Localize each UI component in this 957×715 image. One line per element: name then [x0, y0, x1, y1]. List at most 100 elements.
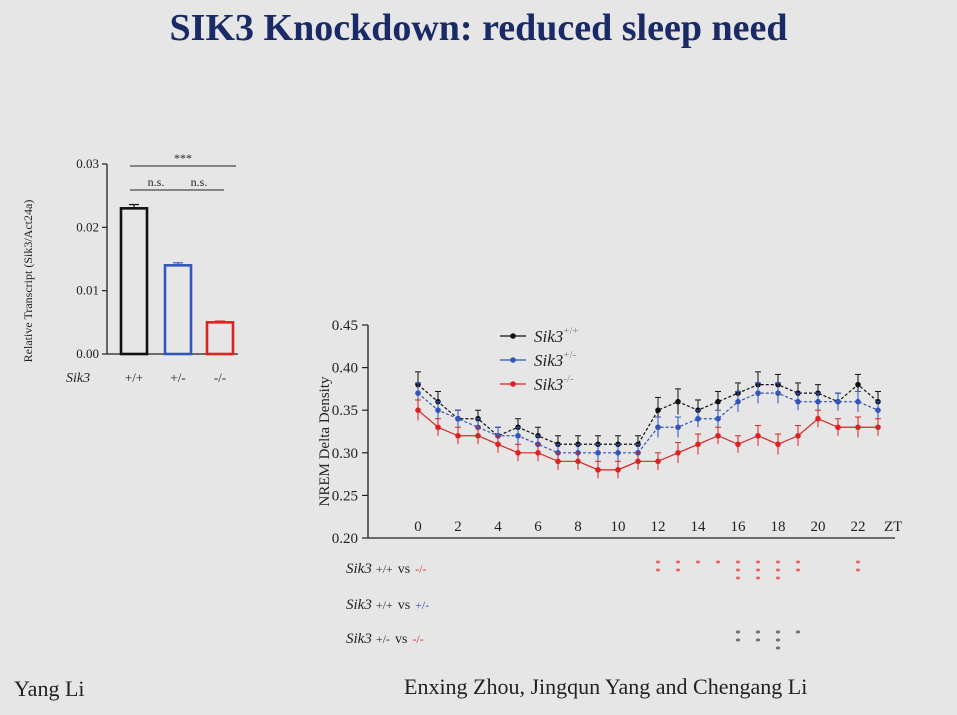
data-point — [715, 415, 721, 422]
significance-star: * — [775, 558, 781, 570]
y-axis-label: Relative Transcript (Sik3/Act24a) — [21, 200, 35, 363]
data-point — [675, 398, 681, 405]
data-point — [835, 424, 841, 431]
comparison-label: Sik3 +/- vs -/- — [346, 631, 424, 647]
comparison-label: Sik3 +/+ vs -/- — [346, 561, 426, 577]
data-point — [535, 450, 541, 456]
y-tick-label: 0.45 — [332, 318, 358, 334]
significance-star: * — [735, 574, 741, 586]
data-point — [715, 398, 721, 405]
y-tick-label: 0.02 — [76, 219, 99, 234]
data-point — [635, 458, 641, 465]
data-point — [815, 398, 821, 405]
data-point — [595, 467, 601, 473]
significance-star: * — [775, 566, 781, 578]
bar — [163, 264, 193, 356]
significance-star: * — [675, 566, 681, 578]
data-point — [835, 398, 841, 405]
legend-label: Sik3+/+ — [534, 325, 579, 346]
data-point — [795, 398, 801, 405]
data-point — [735, 398, 741, 405]
data-point — [775, 441, 781, 448]
significance-star: * — [775, 628, 781, 640]
significance-star: * — [855, 558, 861, 570]
data-point — [755, 390, 761, 396]
data-point — [435, 407, 441, 413]
comparison-vs: vs — [398, 562, 410, 577]
slide-title: SIK3 Knockdown: reduced sleep need — [169, 7, 788, 49]
x-tick-label: +/- — [170, 370, 185, 385]
x-axis-label: ZT — [884, 519, 902, 535]
data-point — [415, 390, 421, 396]
x-tick-label: 8 — [574, 519, 582, 535]
significance-star: * — [795, 628, 801, 640]
y-tick-label: 0.00 — [76, 346, 99, 361]
x-tick-label: +/+ — [125, 370, 143, 385]
comparison-label: Sik3 +/+ vs +/- — [346, 597, 429, 613]
data-point — [615, 467, 621, 473]
y-tick-label: 0.20 — [332, 531, 358, 547]
significance-star: * — [755, 636, 761, 648]
significance-star: * — [755, 566, 761, 578]
comparison-group2: -/- — [415, 562, 426, 576]
data-point — [655, 424, 661, 431]
comparison-vs: vs — [398, 598, 410, 613]
line-chart: 0.20 0.25 0.30 0.35 0.40 0.45 NREM Delta Densi… — [317, 318, 902, 650]
data-point — [655, 458, 661, 465]
significance-star: * — [735, 636, 741, 648]
significance-star: * — [715, 558, 721, 570]
data-point — [755, 432, 761, 439]
data-point — [855, 398, 861, 405]
comparison-group2: +/- — [415, 598, 429, 612]
significance-star: * — [735, 566, 741, 578]
x-tick-label: 10 — [611, 519, 626, 535]
x-axis-label: Sik3 — [66, 371, 90, 386]
significance-star: * — [735, 628, 741, 640]
bar — [119, 207, 149, 356]
data-point — [475, 432, 481, 439]
data-point — [675, 450, 681, 456]
comparison-vs: vs — [395, 632, 407, 647]
data-point — [875, 424, 881, 431]
y-tick-label: 0.01 — [76, 283, 99, 298]
significance-star: * — [795, 566, 801, 578]
significance-star: * — [735, 558, 741, 570]
comparison-group1: +/+ — [376, 598, 393, 612]
y-axis-label: NREM Delta Density — [317, 376, 333, 506]
x-tick-label: 22 — [851, 519, 866, 535]
significance-star: * — [695, 558, 701, 570]
significance-star: * — [655, 558, 661, 570]
data-point — [515, 450, 521, 456]
bar-chart: 0.00 0.01 0.02 0.03 Relative Transcript (Sik… — [21, 151, 238, 386]
data-point — [515, 432, 521, 439]
author-list: Enxing Zhou, Jingqun Yang and Chengang L… — [404, 674, 808, 699]
series-line — [417, 409, 878, 471]
x-tick-label: 14 — [691, 519, 707, 535]
x-tick-label: -/- — [214, 370, 226, 385]
legend-marker — [510, 381, 516, 387]
significance-star: * — [755, 574, 761, 586]
significance-label: *** — [174, 151, 192, 165]
y-tick-label: 0.40 — [332, 361, 358, 377]
data-point — [855, 424, 861, 431]
significance-star: * — [775, 644, 781, 650]
data-point — [795, 432, 801, 439]
x-tick-label: 6 — [534, 519, 542, 535]
data-point — [495, 441, 501, 448]
significance-star: * — [675, 558, 681, 570]
data-point — [675, 424, 681, 431]
data-point — [595, 450, 601, 456]
comparison-group2: -/- — [412, 632, 423, 646]
data-point — [695, 415, 701, 422]
legend-superscript: -/- — [563, 373, 574, 385]
significance-star: * — [855, 566, 861, 578]
series-group — [415, 399, 881, 479]
y-tick-label: 0.30 — [332, 446, 358, 462]
legend-marker — [510, 357, 516, 363]
significance-star: * — [775, 574, 781, 586]
series-line — [417, 383, 879, 445]
significance-star: * — [755, 558, 761, 570]
significance-star: * — [775, 636, 781, 648]
legend-marker — [510, 333, 516, 339]
x-tick-label: 12 — [651, 519, 666, 535]
